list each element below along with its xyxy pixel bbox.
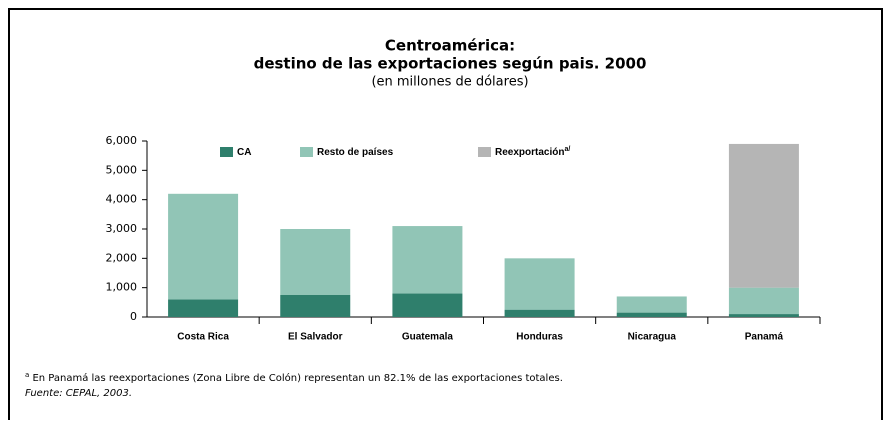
bar-segment [616,296,687,313]
footnote-marker: a [25,371,29,379]
bar-segment [616,312,687,317]
legend-note: a/ [564,146,570,153]
bar-segment [728,287,799,315]
legend-swatch [300,147,313,157]
legend-name: Reexportación [495,147,564,158]
legend-name: CA [237,147,251,158]
bar-segment [728,143,799,288]
units: (en millones de dólares) [371,75,528,90]
x-tick-label: Nicaragua [628,332,677,343]
bar-segment [504,258,575,310]
bar-segment [392,226,463,294]
x-tick-label: Guatemala [402,332,454,343]
bar-segment [168,299,239,317]
y-tick-label: 4,000 [106,193,138,206]
footnote: a En Panamá las reexportaciones (Zona Li… [25,371,563,384]
x-tick-label: Costa Rica [177,332,229,343]
bar-segment [728,314,799,317]
legend-label: Reexportacióna/ [495,146,570,158]
x-tick-label: Panamá [745,332,784,343]
source: Fuente: CEPAL, 2003. [25,388,132,399]
y-tick-label: 0 [130,310,137,323]
chart-title: Centroamérica: [385,37,515,55]
y-tick-label: 1,000 [106,281,138,294]
legend-label: Resto de países [317,147,394,158]
y-tick-label: 2,000 [106,251,138,264]
bar-segment [392,293,463,317]
bar-segment [504,309,575,317]
legend-label: CA [237,147,251,158]
x-tick-label: El Salvador [288,332,343,343]
bar-segment [280,295,351,317]
legend-swatch [478,147,491,157]
legend-swatch [220,147,233,157]
y-tick-label: 6,000 [106,134,138,147]
frame [8,8,883,420]
bar-segment [168,193,239,300]
legend-name: Resto de países [317,147,394,158]
y-tick-label: 3,000 [106,222,138,235]
bar-segment [280,229,351,295]
y-tick-label: 5,000 [106,163,138,176]
footnote-text: En Panamá las reexportaciones (Zona Libr… [29,372,563,384]
chart-subtitle: destino de las exportaciones según pais.… [254,55,647,73]
x-tick-label: Honduras [516,332,563,343]
